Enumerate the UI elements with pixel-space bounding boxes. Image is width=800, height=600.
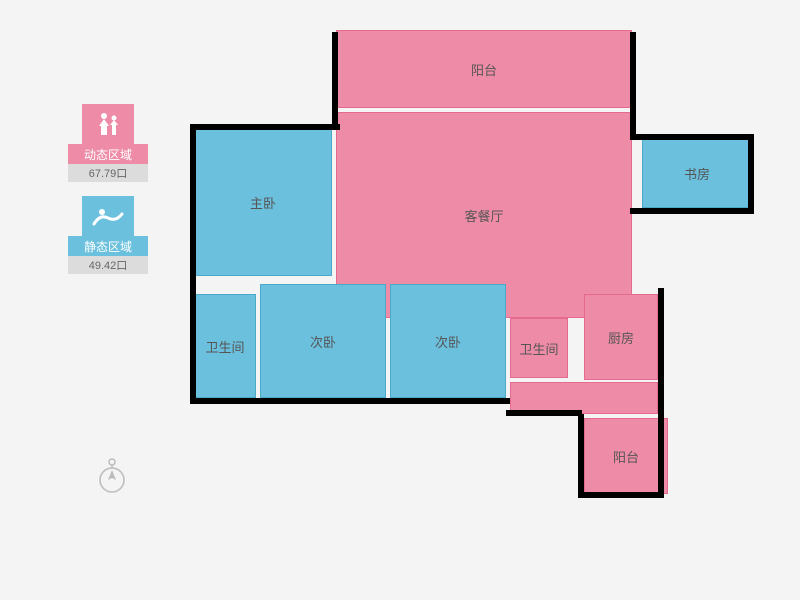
room-label: 卫生间: [205, 337, 244, 356]
room-kitchen: 厨房: [584, 294, 658, 380]
room-label: 次卧: [310, 332, 336, 351]
room-second-bed-2: 次卧: [390, 284, 506, 398]
room-label: 客餐厅: [464, 206, 503, 225]
room-balcony-br: 阳台: [584, 418, 668, 494]
room-label: 阳台: [613, 447, 639, 466]
room-label: 卫生间: [519, 339, 558, 358]
room-bath-left: 卫生间: [194, 294, 256, 398]
legend-dynamic-icon: [82, 104, 134, 144]
legend-static-value: 49.42口: [68, 256, 148, 274]
room-label: 书房: [684, 164, 710, 183]
legend-static-label: 静态区域: [68, 236, 148, 256]
room-master-bed: 主卧: [194, 128, 332, 276]
room-study: 书房: [642, 138, 752, 208]
wall: [190, 124, 196, 404]
room-balcony-top: 阳台: [336, 30, 632, 108]
legend-dynamic-value: 67.79口: [68, 164, 148, 182]
wall: [332, 32, 338, 128]
wall: [630, 208, 754, 214]
wall: [630, 134, 754, 140]
wall: [578, 414, 584, 496]
room-bath-right: 卫生间: [510, 318, 568, 378]
wall: [506, 410, 582, 416]
legend-static-icon: [82, 196, 134, 236]
compass-icon: [96, 456, 128, 496]
legend-dynamic: 动态区域 67.79口: [68, 104, 148, 182]
wall: [190, 398, 510, 404]
wall: [658, 288, 664, 498]
room-second-bed-1: 次卧: [260, 284, 386, 398]
legend-static: 静态区域 49.42口: [68, 196, 148, 274]
legend-dynamic-label: 动态区域: [68, 144, 148, 164]
room-label: 主卧: [250, 193, 276, 212]
wall: [578, 492, 664, 498]
wall: [748, 134, 754, 210]
wall: [190, 124, 340, 130]
room-label: 阳台: [471, 60, 497, 79]
room-label: 厨房: [608, 328, 634, 347]
room-label: 次卧: [435, 332, 461, 351]
wall: [630, 32, 636, 138]
floorplan: 阳台客餐厅书房主卧卫生间次卧次卧卫生间厨房阳台: [190, 30, 765, 560]
